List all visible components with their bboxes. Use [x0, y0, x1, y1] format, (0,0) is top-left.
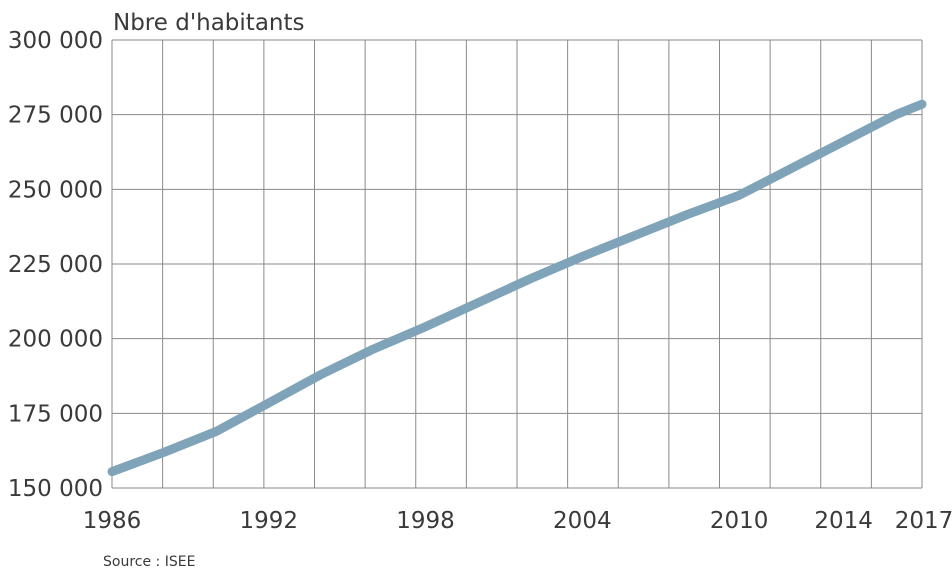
y-tick-label: 275 000 [8, 103, 103, 129]
y-tick-label: 150 000 [8, 476, 103, 502]
x-axis-tick-labels: 1986 1992 1998 2004 2010 2014 2017 [83, 508, 952, 534]
chart-grid [111, 39, 923, 489]
y-tick-label: 200 000 [8, 327, 103, 353]
x-tick-label: 1998 [396, 508, 455, 534]
y-tick-label: 225 000 [8, 252, 103, 278]
x-tick-label: 2004 [553, 508, 612, 534]
x-tick-label: 2014 [814, 508, 873, 534]
y-tick-label: 175 000 [8, 401, 103, 427]
y-axis-title: Nbre d'habitants [113, 10, 305, 36]
x-tick-label: 2017 [895, 508, 952, 534]
y-tick-label: 250 000 [8, 177, 103, 203]
series-group [107, 99, 927, 477]
population-series-line [107, 99, 927, 477]
x-tick-label: 1986 [83, 508, 142, 534]
x-tick-label: 1992 [240, 508, 299, 534]
x-tick-label: 2010 [710, 508, 769, 534]
source-note: Source : ISEE [103, 554, 195, 568]
y-axis-tick-labels: 300 000 275 000 250 000 225 000 200 000 175 0… [8, 28, 103, 502]
y-tick-label: 300 000 [8, 28, 103, 54]
